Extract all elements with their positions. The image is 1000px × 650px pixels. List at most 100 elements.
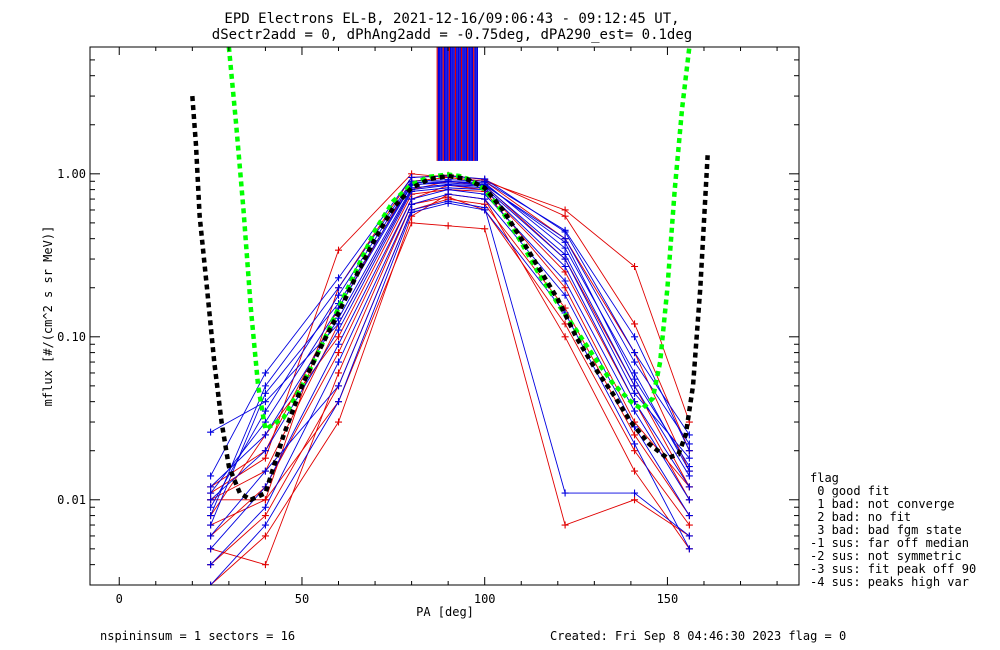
data-point (261, 454, 269, 462)
y-axis-label: mflux [#/(cm^2 s sr MeV)] (41, 226, 55, 407)
data-point (207, 428, 215, 436)
saturated-bundle (436, 47, 478, 161)
data-point (685, 447, 693, 455)
data-point (335, 326, 343, 334)
data-point (261, 521, 269, 529)
data-point (335, 349, 343, 357)
data-point (631, 447, 639, 455)
axis-layer: 0 50 100 150 0.01 0.10 1.00 (57, 46, 799, 606)
series-12 (207, 186, 693, 553)
data-point (631, 375, 639, 383)
x-tick-label: 0 (116, 592, 123, 606)
data-point (561, 206, 569, 214)
data-layer (190, 47, 710, 585)
flag-legend: flag 0 good fit 1 bad: not converge 2 ba… (810, 471, 976, 589)
data-point (561, 228, 569, 236)
data-point (631, 320, 639, 328)
data-point (561, 333, 569, 341)
data-point (631, 431, 639, 439)
data-point (335, 246, 343, 254)
series-15 (207, 172, 693, 480)
data-point (207, 503, 215, 511)
data-point (685, 440, 693, 448)
data-point (685, 512, 693, 520)
data-point (444, 190, 452, 198)
series-19 (207, 199, 693, 585)
data-point (481, 195, 489, 203)
data-point (631, 333, 639, 341)
data-point (631, 389, 639, 397)
data-point (207, 512, 215, 520)
data-point (335, 382, 343, 390)
series-line (210, 179, 690, 516)
series-17 (207, 197, 693, 540)
data-point (261, 496, 269, 504)
data-point (481, 225, 489, 233)
data-point (631, 467, 639, 475)
series-line (210, 189, 690, 516)
data-point (685, 483, 693, 491)
data-point (481, 206, 489, 214)
data-point (207, 581, 215, 585)
data-point (335, 418, 343, 426)
data-point (335, 340, 343, 348)
data-point (261, 369, 269, 377)
data-point (631, 382, 639, 390)
data-point (631, 349, 639, 357)
plot-frame (89, 46, 800, 586)
series-9 (207, 219, 693, 540)
data-point (561, 235, 569, 243)
data-point (444, 199, 452, 207)
legend-entry: -4 sus: peaks high var (810, 575, 969, 589)
legend-entry: 0 good fit (810, 484, 889, 498)
legend-entry: 3 bad: bad fgm state (810, 523, 962, 537)
data-point (207, 472, 215, 480)
data-point (631, 496, 639, 504)
data-point (685, 521, 693, 529)
data-point (207, 496, 215, 504)
x-tick-label: 50 (295, 592, 309, 606)
data-point (207, 521, 215, 529)
data-point (561, 291, 569, 299)
data-point (261, 467, 269, 475)
data-point (685, 472, 693, 480)
data-point (335, 274, 343, 282)
data-point (685, 532, 693, 540)
data-point (261, 512, 269, 520)
series-line (210, 175, 690, 477)
data-point (207, 532, 215, 540)
data-point (261, 447, 269, 455)
data-point (335, 291, 343, 299)
data-point (335, 398, 343, 406)
data-point (261, 389, 269, 397)
data-point (561, 489, 569, 497)
data-point (631, 489, 639, 497)
data-point (685, 545, 693, 553)
data-point (261, 382, 269, 390)
x-axis-label: PA [deg] (416, 605, 474, 619)
series-6 (207, 186, 693, 520)
data-point (561, 277, 569, 285)
series-line (210, 184, 690, 488)
series-line (210, 180, 690, 501)
legend-title: flag (810, 471, 839, 485)
data-point (685, 463, 693, 471)
footer-left: nspininsum = 1 sectors = 16 (100, 629, 295, 643)
data-point (261, 407, 269, 415)
data-point (561, 250, 569, 258)
series-7 (207, 193, 693, 569)
data-point (207, 545, 215, 553)
data-point (335, 369, 343, 377)
series-13 (207, 181, 693, 462)
data-point (207, 489, 215, 497)
data-point (685, 454, 693, 462)
legend-entry: 1 bad: not converge (810, 497, 955, 511)
series-16 (207, 184, 693, 504)
legend-entry: -1 sus: far off median (810, 536, 969, 550)
series-14 (207, 190, 693, 569)
data-point (261, 532, 269, 540)
data-point (261, 503, 269, 511)
series-1 (207, 181, 693, 540)
data-point (631, 262, 639, 270)
